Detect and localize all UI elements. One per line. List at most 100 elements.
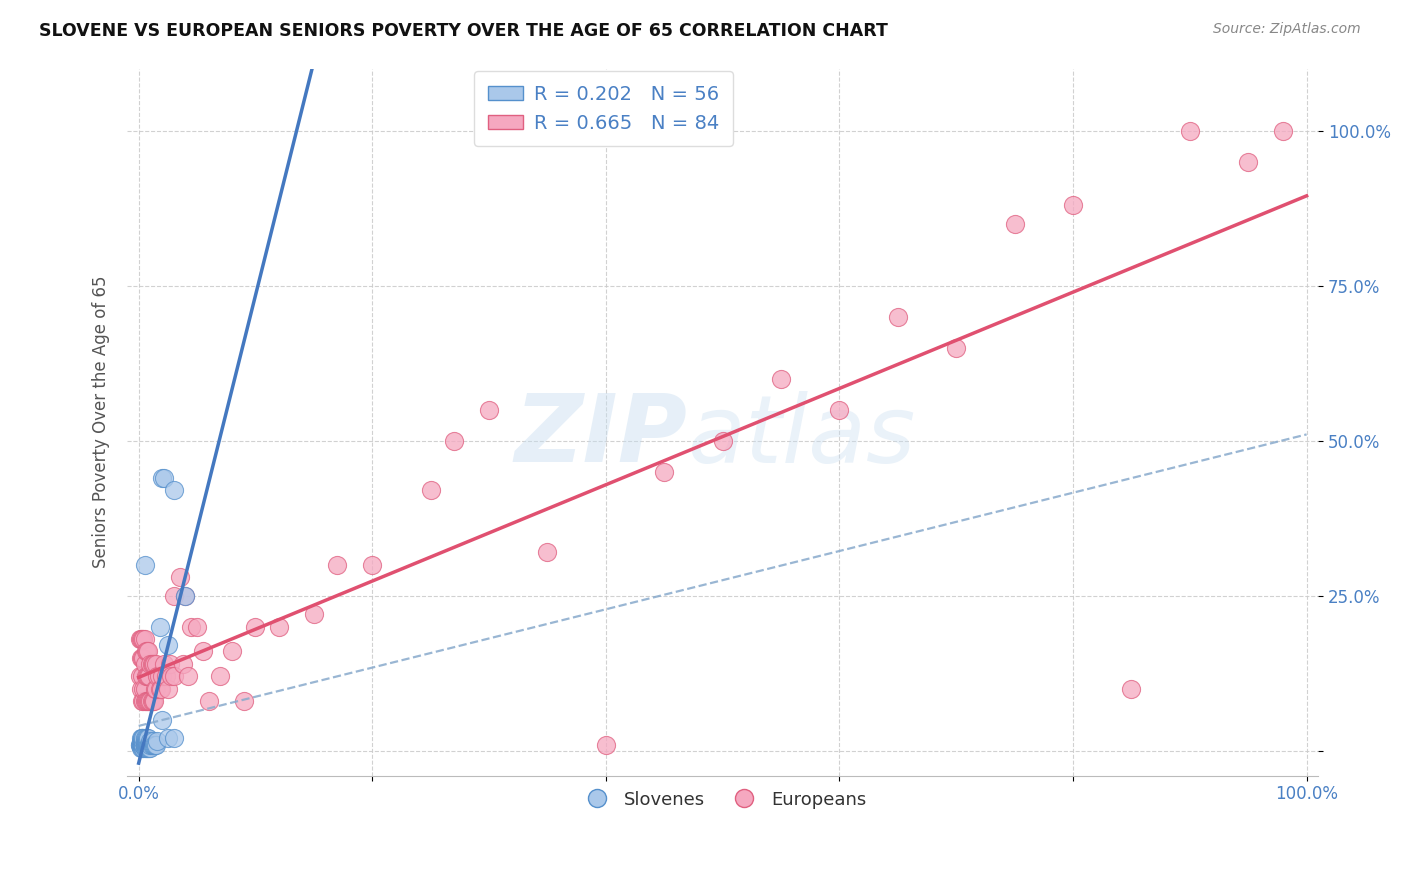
Point [131, 738, 153, 752]
Point [326, 558, 349, 572]
Point [197, 694, 219, 708]
Point [174, 589, 197, 603]
Point [141, 738, 163, 752]
Point [770, 371, 793, 385]
Point [711, 434, 734, 448]
Point [131, 738, 153, 752]
Point [221, 644, 243, 658]
Point [135, 734, 157, 748]
Point [135, 740, 157, 755]
Point [150, 713, 173, 727]
Y-axis label: Seniors Poverty Over the Age of 65: Seniors Poverty Over the Age of 65 [93, 276, 110, 568]
Point [132, 694, 155, 708]
Point [135, 734, 157, 748]
Point [134, 681, 156, 696]
Point [148, 669, 170, 683]
Point [138, 738, 160, 752]
Point [128, 738, 150, 752]
Point [134, 558, 156, 572]
Point [138, 669, 160, 683]
Point [136, 731, 159, 746]
Point [1272, 123, 1295, 137]
Legend: Slovenes, Europeans: Slovenes, Europeans [571, 783, 875, 816]
Point [159, 657, 181, 671]
Point [186, 620, 208, 634]
Point [142, 734, 165, 748]
Point [134, 657, 156, 671]
Point [134, 738, 156, 752]
Point [136, 738, 159, 752]
Point [136, 644, 159, 658]
Point [129, 731, 152, 746]
Point [143, 738, 166, 752]
Point [129, 632, 152, 646]
Point [135, 669, 157, 683]
Point [177, 669, 200, 683]
Point [146, 669, 169, 683]
Point [169, 570, 191, 584]
Point [135, 694, 157, 708]
Point [139, 694, 162, 708]
Point [536, 545, 558, 559]
Point [302, 607, 325, 622]
Point [129, 650, 152, 665]
Point [134, 731, 156, 746]
Point [146, 734, 169, 748]
Point [134, 694, 156, 708]
Point [132, 681, 155, 696]
Point [156, 681, 179, 696]
Point [887, 310, 910, 324]
Point [160, 669, 183, 683]
Point [419, 483, 441, 498]
Point [180, 620, 202, 634]
Point [134, 632, 156, 646]
Point [145, 738, 167, 752]
Point [142, 738, 165, 752]
Point [155, 669, 177, 683]
Point [139, 657, 162, 671]
Point [138, 694, 160, 708]
Point [156, 731, 179, 746]
Point [163, 731, 186, 746]
Point [150, 471, 173, 485]
Point [443, 434, 465, 448]
Text: SLOVENE VS EUROPEAN SENIORS POVERTY OVER THE AGE OF 65 CORRELATION CHART: SLOVENE VS EUROPEAN SENIORS POVERTY OVER… [39, 22, 889, 40]
Point [129, 740, 152, 755]
Point [135, 731, 157, 746]
Point [135, 644, 157, 658]
Point [652, 465, 675, 479]
Point [828, 402, 851, 417]
Point [132, 650, 155, 665]
Point [131, 632, 153, 646]
Point [142, 694, 165, 708]
Point [595, 738, 617, 752]
Point [1121, 681, 1143, 696]
Text: atlas: atlas [688, 391, 915, 482]
Point [131, 740, 153, 755]
Point [142, 657, 165, 671]
Point [1004, 217, 1026, 231]
Point [945, 341, 967, 355]
Point [134, 734, 156, 748]
Point [135, 740, 157, 755]
Point [129, 681, 152, 696]
Point [149, 681, 172, 696]
Point [136, 669, 159, 683]
Point [135, 738, 157, 752]
Point [132, 738, 155, 752]
Point [1237, 154, 1260, 169]
Point [141, 657, 163, 671]
Point [149, 681, 172, 696]
Point [142, 738, 165, 752]
Point [142, 694, 165, 708]
Point [132, 738, 155, 752]
Text: Source: ZipAtlas.com: Source: ZipAtlas.com [1213, 22, 1361, 37]
Point [131, 734, 153, 748]
Point [129, 738, 152, 752]
Point [135, 644, 157, 658]
Point [245, 620, 267, 634]
Point [135, 669, 157, 683]
Point [132, 632, 155, 646]
Point [139, 740, 162, 755]
Point [150, 669, 173, 683]
